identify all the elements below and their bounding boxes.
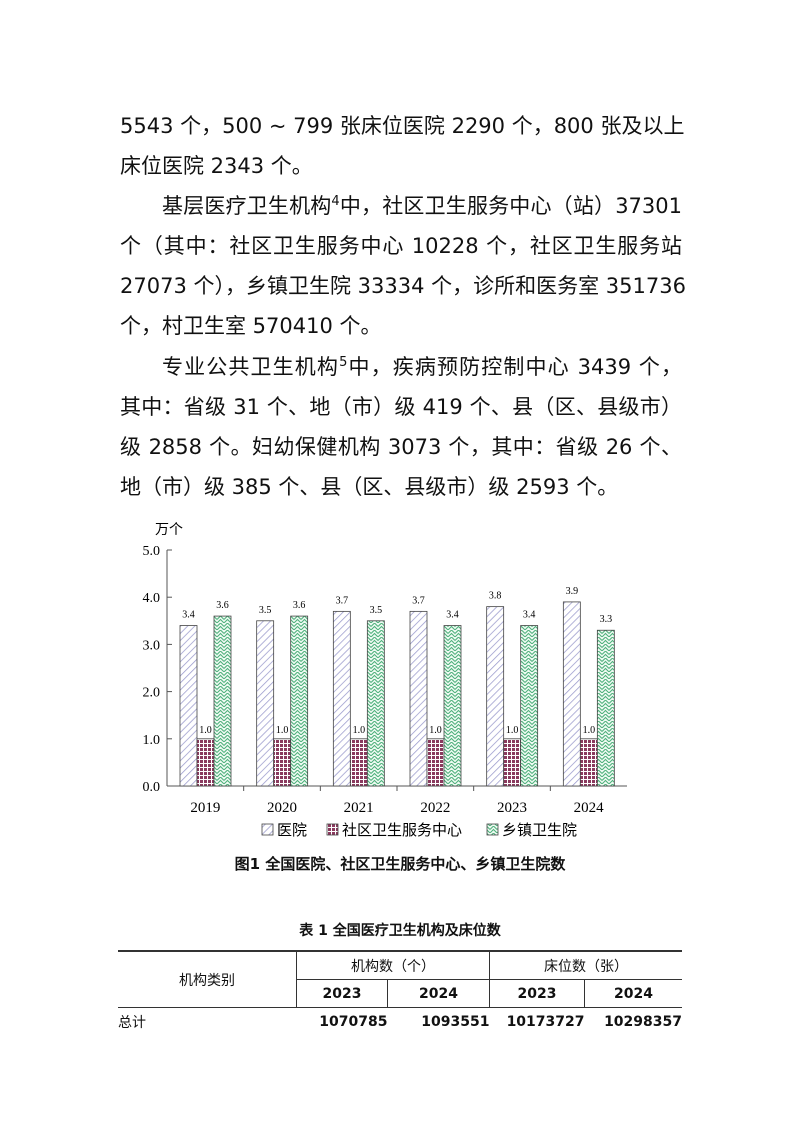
body-text-line: 5543 个，500 ~ 799 张床位医院 2290 个，800 张及以上 [120,102,685,142]
bar-医院 [486,606,505,787]
x-tick-label: 2021 [344,800,374,816]
data-label: 1.0 [506,725,519,736]
data-label: 3.4 [446,610,459,621]
data-label: 3.4 [523,610,536,621]
text-span: 中，社区卫生服务中心（站）37301 [339,194,682,218]
body-text-line: 个，村卫生室 570410 个。 [120,302,682,342]
data-label: 1.0 [276,725,289,736]
text-span: 床位医院 2343 个。 [120,154,313,178]
data-label: 3.5 [370,605,383,616]
x-tick-label: 2022 [420,800,450,816]
body-text-line: 专业公共卫生机构5中，疾病预防控制中心 3439 个， [162,343,682,383]
data-label: 3.4 [182,610,195,621]
data-label: 3.5 [259,605,272,616]
bar-乡镇卫生院 [443,625,462,787]
bar-医院 [179,625,198,787]
cell: 10173727 [506,1013,585,1030]
y-tick-label: 4.0 [143,591,161,606]
cell: 10298357 [604,1013,682,1030]
legend-swatch [326,823,339,836]
legend-swatch [486,823,499,836]
header-year: 2023 [296,979,388,1008]
y-tick-label: 0.0 [143,780,161,795]
y-tick-label: 1.0 [143,733,161,748]
body-text-line: 个（其中：社区卫生服务中心 10228 个，社区卫生服务站 [120,222,682,262]
data-label: 1.0 [199,725,212,736]
data-label: 3.7 [412,595,425,606]
data-table: 机构类别 机构数（个） 床位数（张） 2023 2024 2023 2024 总… [118,950,682,1035]
text-span: 个（其中：社区卫生服务中心 10228 个，社区卫生服务站 [120,234,682,258]
footnote-ref: 5 [339,355,348,370]
table-title: 表 1 全国医疗卫生机构及床位数 [299,923,501,939]
bar-社区卫生服务中心 [579,738,598,787]
bar-社区卫生服务中心 [273,738,292,787]
body-text-line: 级 2858 个。妇幼保健机构 3073 个，其中：省级 26 个、 [120,423,682,463]
y-tick-label: 3.0 [143,638,161,653]
bar-医院 [256,620,275,787]
data-label: 3.9 [566,586,579,597]
bar-社区卫生服务中心 [503,738,522,787]
body-text-line: 床位医院 2343 个。 [120,142,682,182]
text-span: 地（市）级 385 个、县（区、县级市）级 2593 个。 [120,475,619,499]
data-label: 3.8 [489,591,502,602]
header-year: 2024 [584,979,682,1008]
bar-乡镇卫生院 [213,615,232,787]
x-tick-label: 2020 [267,800,297,816]
data-label: 3.6 [293,600,306,611]
figure-caption: 图1 全国医院、社区卫生服务中心、乡镇卫生院数 [234,855,566,873]
footnote-ref: 4 [331,194,340,209]
cell: 1093551 [421,1013,490,1030]
body-text-line: 地（市）级 385 个、县（区、县级市）级 2593 个。 [120,463,682,503]
row-name: 总计 [118,1014,146,1031]
bar-乡镇卫生院 [596,629,615,787]
bar-社区卫生服务中心 [349,738,368,787]
bar-医院 [332,610,351,787]
bar-医院 [562,601,581,787]
table-row: 总计 1070785 1093551 10173727 10298357 [118,1008,682,1036]
header-beds: 床位数（张） [489,951,682,980]
header-year: 2023 [489,979,585,1008]
data-label: 1.0 [353,725,366,736]
body-text-line: 基层医疗卫生机构4中，社区卫生服务中心（站）37301 [162,182,682,222]
bar-医院 [409,610,428,787]
text-span: 其中：省级 31 个、地（市）级 419 个、县（区、县级市） [120,395,682,419]
body-text-line: 其中：省级 31 个、地（市）级 419 个、县（区、县级市） [120,383,682,423]
header-institutions: 机构数（个） [296,951,490,980]
text-span: 中，疾病预防控制中心 3439 个， [347,355,682,379]
cell: 1070785 [319,1013,388,1030]
y-tick-label: 2.0 [143,686,161,701]
legend-swatch [261,823,274,836]
x-tick-label: 2019 [190,800,220,816]
x-tick-label: 2024 [574,800,605,816]
text-span: 5543 个，500 ~ 799 张床位医院 2290 个，800 张及以上 [120,114,685,138]
legend-label: 社区卫生服务中心 [342,821,462,839]
bar-社区卫生服务中心 [426,738,445,787]
x-tick-label: 2023 [497,800,527,816]
bar-社区卫生服务中心 [196,738,215,787]
header-category: 机构类别 [118,951,297,1008]
bar-乡镇卫生院 [290,615,309,787]
data-label: 3.6 [216,600,229,611]
y-tick-label: 5.0 [143,544,161,559]
bar-乡镇卫生院 [520,625,539,787]
bar-chart: 万个 0.0 1.0 2.0 3.0 4.0 5.0 2019 3.4 1.0 3.6 2020 3.5… [143,522,627,839]
text-span: 个，村卫生室 570410 个。 [120,314,382,338]
data-label: 1.0 [429,725,442,736]
text-span: 基层医疗卫生机构 [162,194,332,218]
data-label: 3.3 [600,614,613,625]
header-year: 2024 [387,979,490,1008]
legend-label: 乡镇卫生院 [502,821,577,839]
data-label: 1.0 [583,725,596,736]
text-span: 27073 个），乡镇卫生院 33334 个，诊所和医务室 351736 [120,274,686,298]
data-label: 3.7 [336,595,349,606]
bar-乡镇卫生院 [366,620,385,787]
legend-label: 医院 [277,821,307,839]
text-span: 专业公共卫生机构 [162,355,340,379]
y-axis-unit: 万个 [155,522,183,538]
text-span: 级 2858 个。妇幼保健机构 3073 个，其中：省级 26 个、 [120,435,682,459]
body-text-line: 27073 个），乡镇卫生院 33334 个，诊所和医务室 351736 [120,262,686,302]
